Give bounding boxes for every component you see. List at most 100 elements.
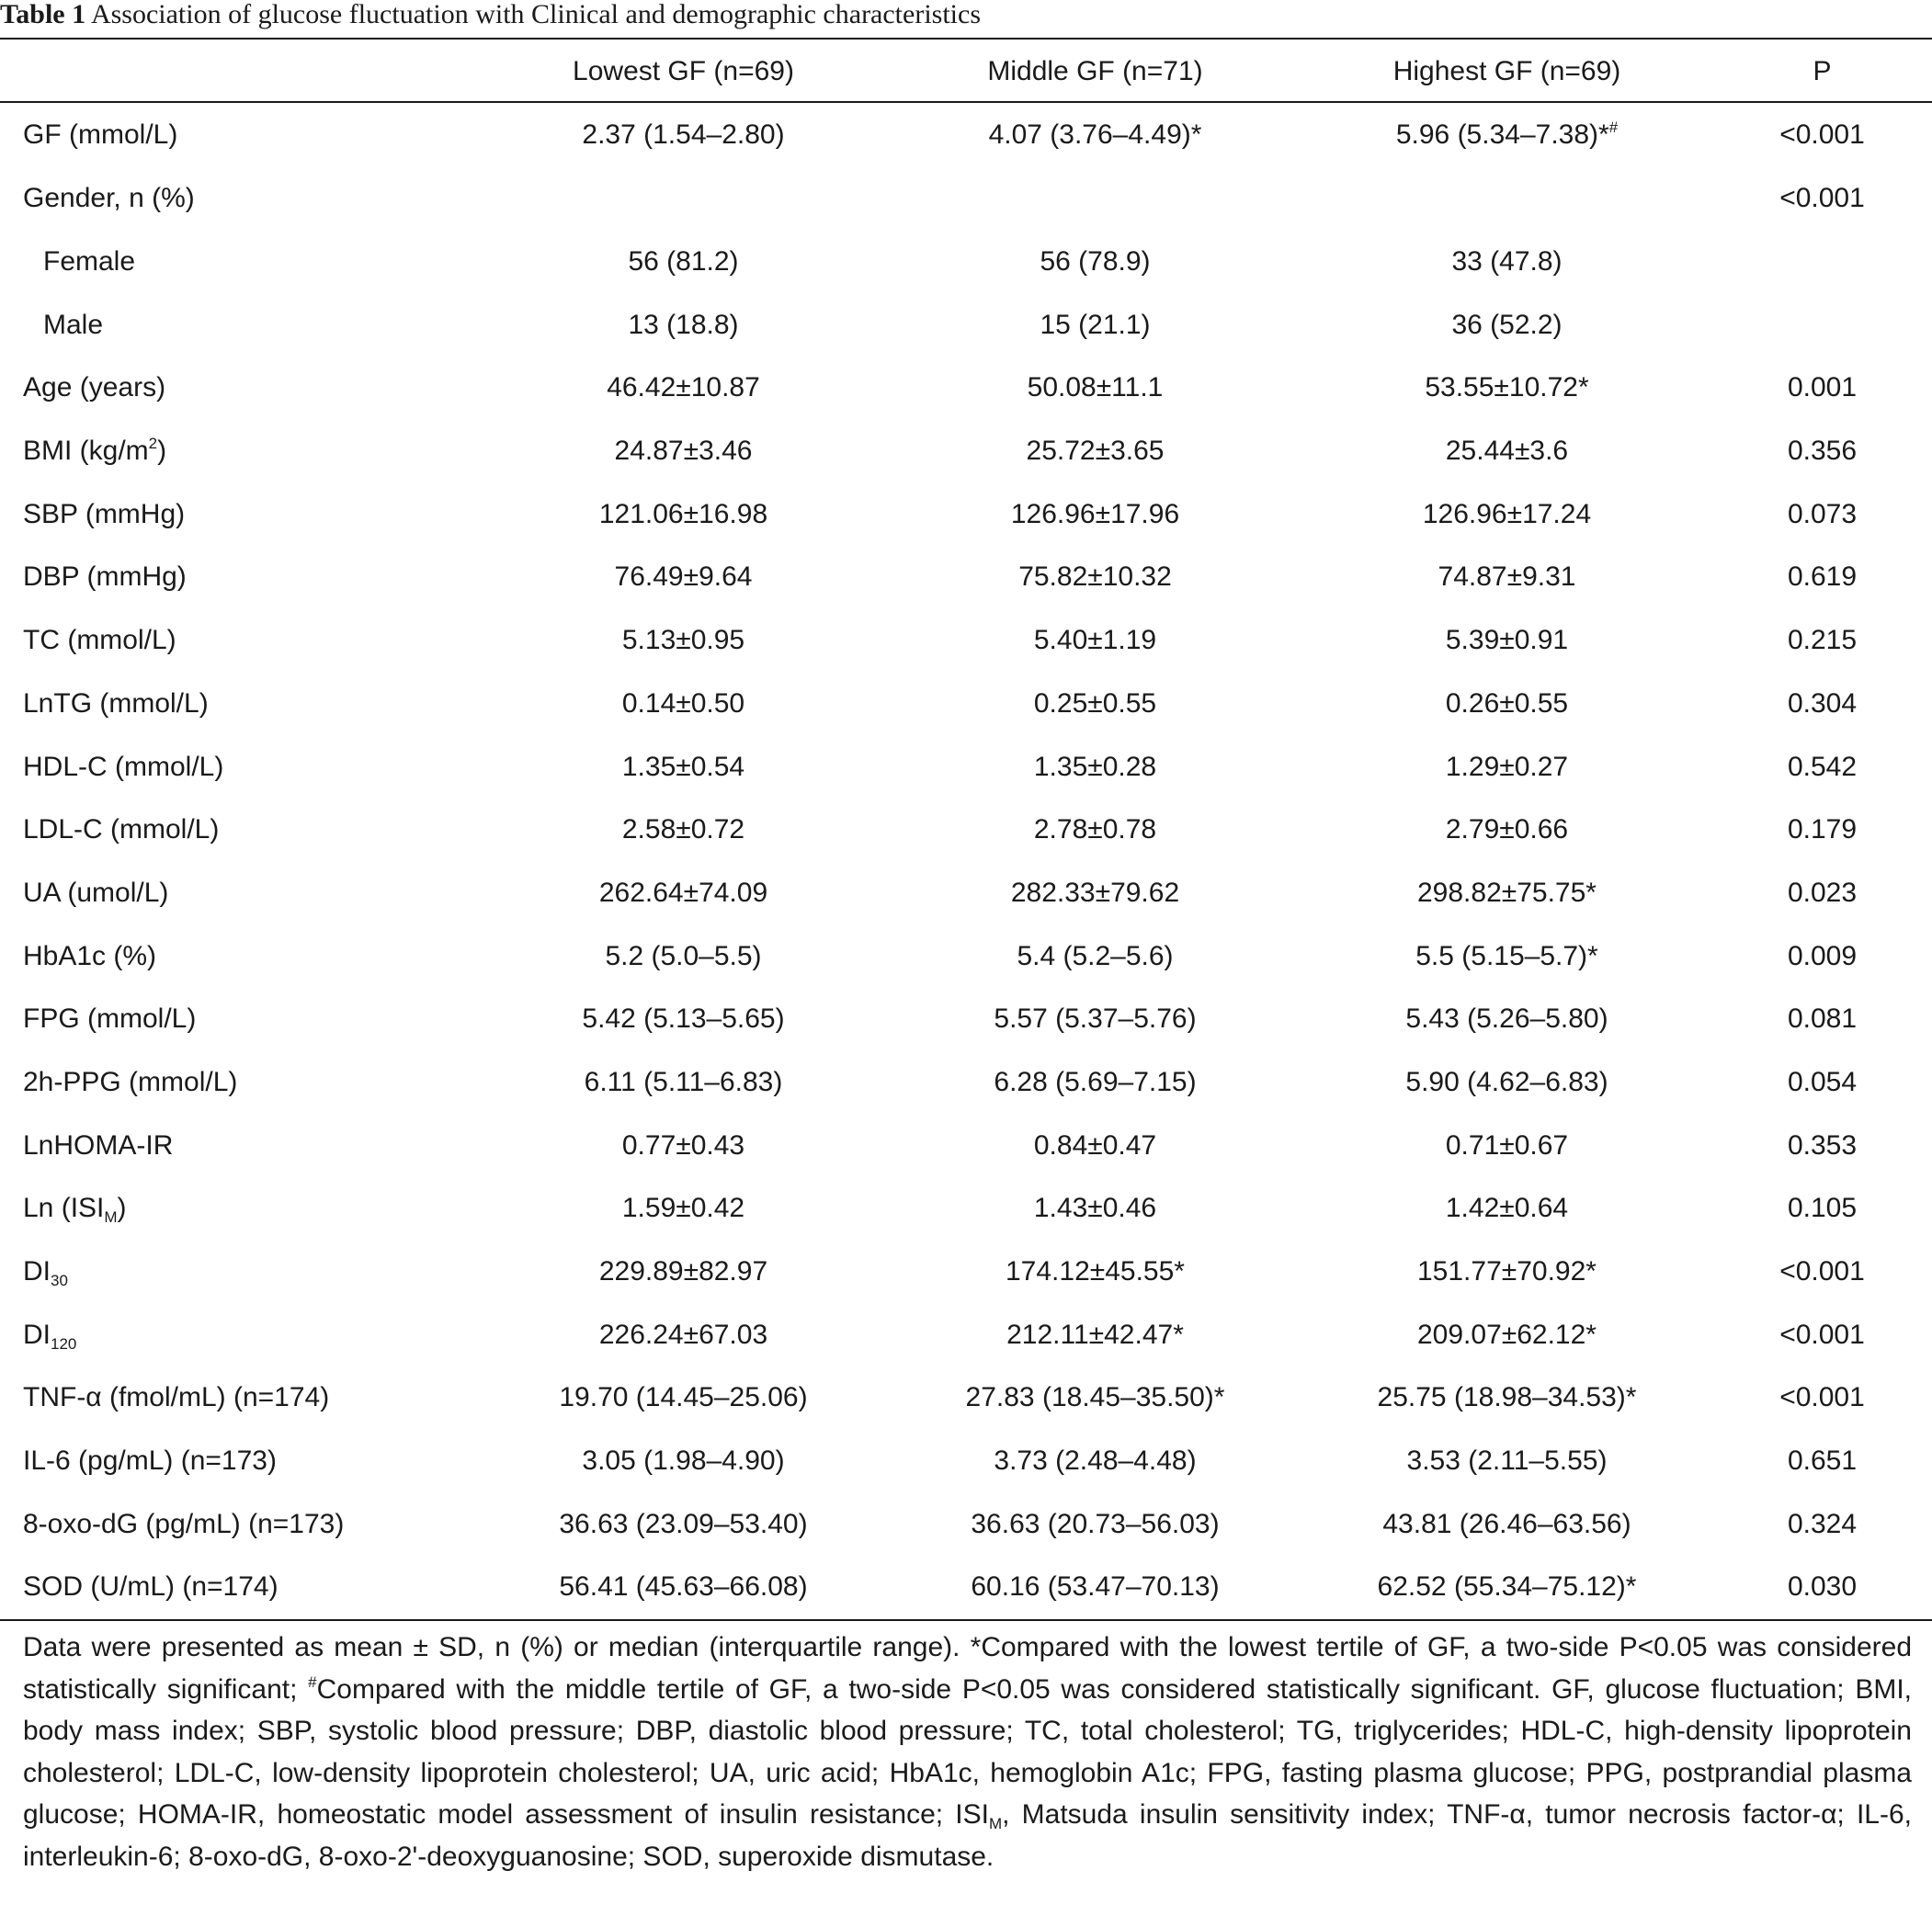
table-row: 8-oxo-dG (pg/mL) (n=173) 36.63 (23.09–53.… [0,1492,1932,1556]
cell-lowest-gf-value: 56.41 (45.63–66.08) [559,1571,808,1603]
cell-middle-gf-value: 36.63 (20.73–56.03) [971,1508,1220,1539]
row-label-subscript: 120 [51,1334,77,1353]
cell-lowest-gf: 5.42 (5.13–5.65) [478,988,889,1051]
cell-middle-gf: 25.72±3.65 [889,420,1301,483]
cell-middle-gf: 0.25±0.55 [889,673,1301,736]
cell-middle-gf-value: 0.84±0.47 [1033,1129,1157,1161]
table-header-row: Lowest GF (n=69) Middle GF (n=71) Highes… [0,40,1932,103]
row-label-text: LnHOMA-IR [23,1129,174,1161]
cell-middle-gf: 3.73 (2.48–4.48) [889,1430,1301,1493]
cell-highest-gf-value: 1.42±0.64 [1445,1193,1569,1224]
cell-lowest-gf: 56.41 (45.63–66.08) [478,1556,889,1619]
cell-middle-gf-value: 2.78±0.78 [1033,814,1157,845]
row-label: TNF-α (fmol/mL) (n=174) [0,1366,478,1430]
row-label: SBP (mmHg) [0,482,478,546]
cell-lowest-gf-value: 5.42 (5.13–5.65) [582,1003,785,1035]
row-label: HDL-C (mmol/L) [0,735,478,799]
table-row: HDL-C (mmol/L) 1.35±0.54 1.35±0.28 1.29±0.2… [0,735,1932,799]
row-label-text: 8-oxo-dG (pg/mL) (n=173) [23,1508,345,1539]
cell-middle-gf: 4.07 (3.76–4.49)* [889,103,1301,167]
cell-lowest-gf: 5.2 (5.0–5.5) [478,924,889,988]
cell-highest-gf-value: 298.82±75.75* [1417,877,1597,908]
cell-lowest-gf-value: 2.37 (1.54–2.80) [582,119,785,150]
cell-highest-gf-value: 43.81 (26.46–63.56) [1382,1508,1631,1539]
table-caption-label: Table 1 [0,0,86,29]
cell-middle-gf: 282.33±79.62 [889,862,1301,925]
cell-lowest-gf-value: 19.70 (14.45–25.06) [559,1382,808,1413]
cell-middle-gf-value: 5.57 (5.37–5.76) [994,1003,1197,1035]
cell-p-value: <0.001 [1779,183,1865,214]
row-label-text: FPG (mmol/L) [23,1003,197,1035]
table-caption-text: Association of glucose fluctuation with … [90,0,981,29]
header-cell-middle-gf: Middle GF (n=71) [987,55,1203,86]
cell-p-value: <0.001 [1779,119,1865,150]
row-label: Male [0,293,478,357]
cell-highest-gf: 1.29±0.27 [1301,735,1712,799]
cell-highest-gf: 2.79±0.66 [1301,799,1712,862]
table-caption: Table 1 Association of glucose fluctuati… [0,0,981,37]
cell-highest-gf-value: 5.90 (4.62–6.83) [1405,1066,1608,1097]
cell-middle-gf-value: 27.83 (18.45–35.50)* [965,1382,1225,1413]
cell-lowest-gf-value: 56 (81.2) [628,246,739,278]
cell-middle-gf: 2.78±0.78 [889,799,1301,862]
cell-middle-gf-value: 3.73 (2.48–4.48) [994,1446,1197,1477]
cell-middle-gf-value: 5.4 (5.2–5.6) [1017,940,1174,971]
cell-p-value: <0.001 [1779,1256,1865,1287]
table-row: DBP (mmHg) 76.49±9.64 75.82±10.32 74.87±9.3… [0,546,1932,609]
table-row: SOD (U/mL) (n=174) 56.41 (45.63–66.08) 60.… [0,1556,1932,1619]
footnote-text-3: , Matsuda insulin sensitivity index; TNF… [23,1799,1912,1872]
row-label-text: TC (mmol/L) [23,625,176,656]
cell-lowest-gf-value: 36.63 (23.09–53.40) [559,1508,808,1539]
row-label: LDL-C (mmol/L) [0,799,478,862]
cell-highest-gf-value: 5.96 (5.34–7.38)* [1395,119,1609,150]
cell-lowest-gf: 6.11 (5.11–6.83) [478,1051,889,1115]
table-footnote: Data were presented as mean ± SD, n (%) … [23,1627,1912,1877]
cell-middle-gf-value: 50.08±11.1 [1027,372,1164,403]
cell-middle-gf-value: 1.35±0.28 [1033,751,1157,782]
cell-p-value: 0.030 [1787,1571,1858,1603]
cell-lowest-gf: 0.14±0.50 [478,673,889,736]
table-row: DI120 226.24±67.03 212.11±42.47* 209.07±62.… [0,1303,1932,1366]
cell-lowest-gf: 1.59±0.42 [478,1177,889,1241]
table-row: LnTG (mmol/L) 0.14±0.50 0.25±0.55 0.26±0.55… [0,673,1932,736]
cell-highest-gf: 5.90 (4.62–6.83) [1301,1051,1712,1115]
row-label-text: UA (umol/L) [23,877,169,908]
table-row: Male 13 (18.8) 15 (21.1) 36 (52.2) [0,293,1932,357]
row-label: TC (mmol/L) [0,609,478,673]
cell-lowest-gf: 19.70 (14.45–25.06) [478,1366,889,1430]
row-label: Ln (ISIM) [0,1177,478,1241]
table-row: FPG (mmol/L) 5.42 (5.13–5.65) 5.57 (5.37–5… [0,988,1932,1051]
row-label: DI30 [0,1241,478,1304]
cell-middle-gf-value: 60.16 (53.47–70.13) [971,1571,1220,1603]
cell-p-value: 0.001 [1787,372,1858,403]
row-label: LnHOMA-IR [0,1114,478,1177]
cell-lowest-gf: 226.24±67.03 [478,1303,889,1366]
cell-middle-gf-value: 4.07 (3.76–4.49)* [988,119,1202,150]
cell-lowest-gf: 2.37 (1.54–2.80) [478,103,889,167]
table-row: SBP (mmHg) 121.06±16.98 126.96±17.96 126.96… [0,482,1932,546]
cell-p-value: 0.651 [1787,1446,1858,1477]
cell-lowest-gf: 262.64±74.09 [478,862,889,925]
cell-middle-gf: 212.11±42.47* [889,1303,1301,1366]
header-cell-p: P [1813,55,1832,86]
cell-highest-gf: 36 (52.2) [1301,293,1712,357]
footnote-text-1: Data were presented as mean ± SD, n (%) … [23,1632,1912,1705]
cell-highest-gf: 151.77±70.92* [1301,1241,1712,1304]
cell-lowest-gf-value: 229.89±82.97 [598,1256,768,1287]
cell-highest-gf-value: 5.43 (5.26–5.80) [1405,1003,1608,1035]
cell-p-value: 0.215 [1787,625,1858,656]
cell-middle-gf-value: 0.25±0.55 [1033,687,1157,719]
footnote-text-2: Compared with the middle tertile of GF, … [23,1673,1912,1831]
row-label-text: IL-6 (pg/mL) (n=173) [23,1446,277,1477]
header-cell-variable [0,40,478,103]
cell-highest-gf-value: 3.53 (2.11–5.55) [1406,1446,1608,1477]
cell-highest-gf: 0.71±0.67 [1301,1114,1712,1177]
table-row: DI30 229.89±82.97 174.12±45.55* 151.77±70.9… [0,1241,1932,1304]
cell-middle-gf: 5.40±1.19 [889,609,1301,673]
cell-middle-gf-value: 75.82±10.32 [1018,561,1172,593]
cell-highest-gf-hash-mark: # [1608,119,1619,136]
cell-highest-gf: 25.44±3.6 [1301,420,1712,483]
cell-highest-gf: 5.43 (5.26–5.80) [1301,988,1712,1051]
cell-p-value: 0.324 [1787,1508,1858,1539]
cell-highest-gf-value: 209.07±62.12* [1417,1319,1597,1350]
